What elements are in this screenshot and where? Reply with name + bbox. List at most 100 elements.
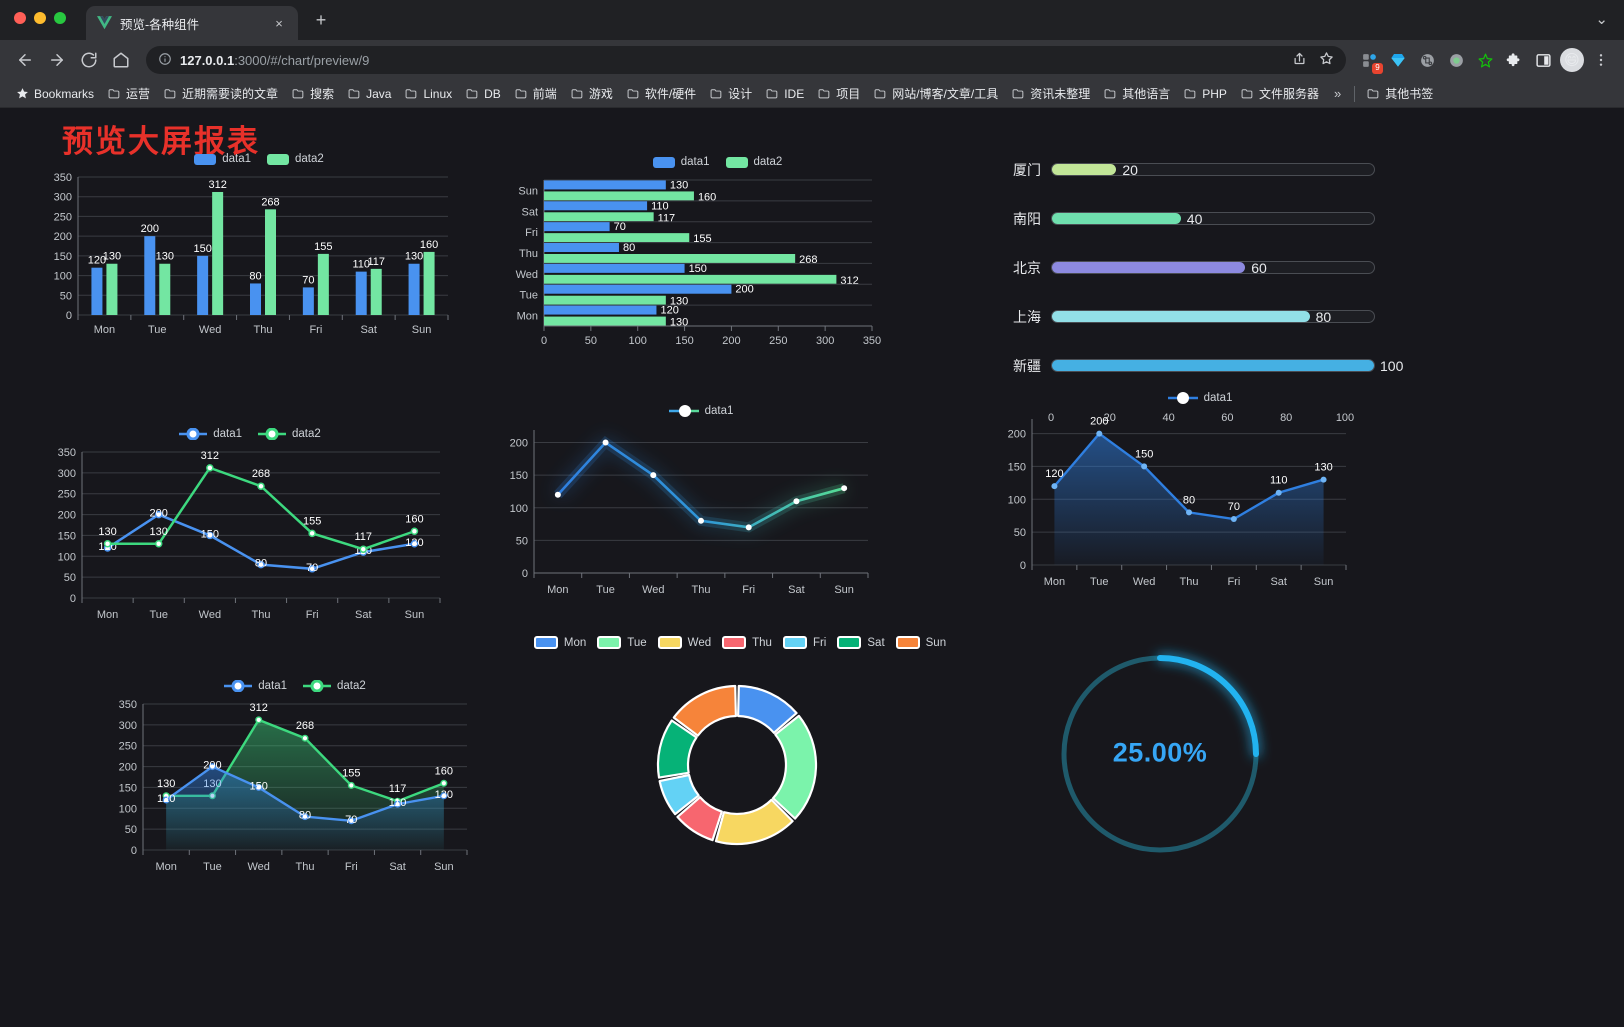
data-point[interactable] [745,524,752,531]
bar-data1[interactable] [544,263,685,273]
pie-slice-sun[interactable] [672,684,737,737]
data-point[interactable] [1320,476,1327,483]
data-point[interactable] [440,792,448,800]
avatar[interactable]: 😄 [1559,47,1585,73]
data-point[interactable] [841,485,848,492]
bookmark-star-icon[interactable] [1319,51,1334,69]
bar-data2[interactable] [212,191,224,315]
legend-item-data1[interactable]: data1 [179,428,242,440]
bar-data2[interactable] [317,253,329,315]
progress-track[interactable]: 80 [1051,309,1375,325]
forward-button[interactable] [42,45,72,75]
legend-item-thu[interactable]: Thu [722,636,772,649]
bar-data2[interactable] [544,295,666,305]
bar-data2[interactable] [544,316,666,326]
data-point[interactable] [554,491,561,498]
maximize-window-button[interactable] [54,12,66,24]
diamond-extension-icon[interactable] [1385,47,1411,73]
data-point[interactable] [206,531,214,540]
legend-item-data1[interactable]: data1 [668,404,733,418]
data-point[interactable] [257,482,265,490]
bookmark-folder-9[interactable]: 设计 [704,82,758,105]
data-point[interactable] [308,565,316,573]
close-window-button[interactable] [14,12,26,24]
bookmark-folder-11[interactable]: 项目 [812,82,866,105]
bookmark-folder-7[interactable]: 游戏 [565,82,619,105]
data-point[interactable] [308,529,316,538]
legend-item-tue[interactable]: Tue [597,636,647,649]
pie-slice-thu[interactable] [676,796,723,842]
new-tab-button[interactable]: + [315,9,327,30]
bar-data1[interactable] [355,271,367,315]
data-point[interactable] [1186,509,1192,516]
chevron-down-icon[interactable]: ⌄ [1595,11,1608,28]
data-point[interactable] [394,800,402,808]
data-point[interactable] [602,439,609,446]
bookmark-folder-13[interactable]: 资讯未整理 [1006,82,1096,105]
close-tab-icon[interactable]: × [275,15,283,31]
legend-item-data2[interactable]: data2 [303,680,366,692]
bookmark-folder-12[interactable]: 网站/博客/文章/工具 [868,82,1004,105]
share-icon[interactable] [1292,51,1307,69]
reload-button[interactable] [74,45,104,75]
bookmarks-root[interactable]: Bookmarks [10,84,100,104]
star-extension-icon[interactable] [1472,47,1498,73]
data-point[interactable] [650,472,657,479]
data-point[interactable] [1096,430,1103,437]
browser-tab[interactable]: 预览-各种组件 × [86,6,298,40]
data-point[interactable] [162,796,170,804]
circle-extension-icon[interactable] [1443,47,1469,73]
legend-item-sat[interactable]: Sat [837,636,885,649]
data-point[interactable] [1230,516,1237,522]
data-point[interactable] [359,545,368,553]
bar-data1[interactable] [302,287,314,315]
bar-data1[interactable] [544,243,619,252]
data-point[interactable] [1141,463,1148,470]
bookmark-folder-4[interactable]: Linux [399,84,458,104]
legend-item-data1[interactable]: data1 [224,680,287,692]
progress-track[interactable]: 60 [1051,260,1375,276]
data-point[interactable] [255,783,263,791]
back-button[interactable] [10,45,40,75]
legend-item-sun[interactable]: Sun [895,636,946,649]
bar-data1[interactable] [250,283,261,315]
bar-data2[interactable] [544,212,654,222]
data-point[interactable] [1275,489,1282,496]
data-point[interactable] [698,517,704,524]
info-icon[interactable] [158,52,172,69]
bar-data1[interactable] [91,267,103,315]
data-point[interactable] [440,779,448,787]
progress-track[interactable]: 100 [1051,358,1403,374]
bookmark-folder-16[interactable]: 文件服务器 [1235,82,1325,105]
data-point[interactable] [301,813,309,821]
bookmark-folder-10[interactable]: IDE [760,84,810,104]
bookmark-folder-1[interactable]: 近期需要读的文章 [158,82,284,105]
data-point[interactable] [103,540,112,548]
data-point[interactable] [208,763,216,771]
pie-slice-sat[interactable] [656,719,698,779]
data-point[interactable] [257,560,265,569]
legend-item-data2[interactable]: data2 [267,153,324,165]
bookmark-folder-8[interactable]: 软件/硬件 [621,82,702,105]
bar-data1[interactable] [544,222,610,232]
bar-data2[interactable] [544,191,694,201]
bar-data2[interactable] [265,209,276,315]
pie-slice-fri[interactable] [658,773,700,816]
bookmark-folder-0[interactable]: 运营 [102,82,156,105]
legend-item-data1[interactable]: data1 [1167,391,1232,405]
bar-data2[interactable] [544,274,837,284]
bar-data1[interactable] [408,263,420,315]
pie-slice-mon[interactable] [737,684,798,734]
data-point[interactable] [154,540,163,548]
bar-data2[interactable] [106,263,118,315]
bookmark-folder-6[interactable]: 前端 [509,82,563,105]
data-point[interactable] [206,464,214,472]
legend-item-mon[interactable]: Mon [533,636,586,649]
bar-data1[interactable] [544,284,732,294]
legend-item-fri[interactable]: Fri [782,636,826,649]
progress-track[interactable]: 20 [1051,162,1375,178]
bookmarks-overflow-button[interactable]: » [1333,86,1342,101]
bar-data1[interactable] [544,180,666,190]
data-point[interactable] [347,817,355,825]
legend-item-data1[interactable]: data1 [652,156,710,168]
